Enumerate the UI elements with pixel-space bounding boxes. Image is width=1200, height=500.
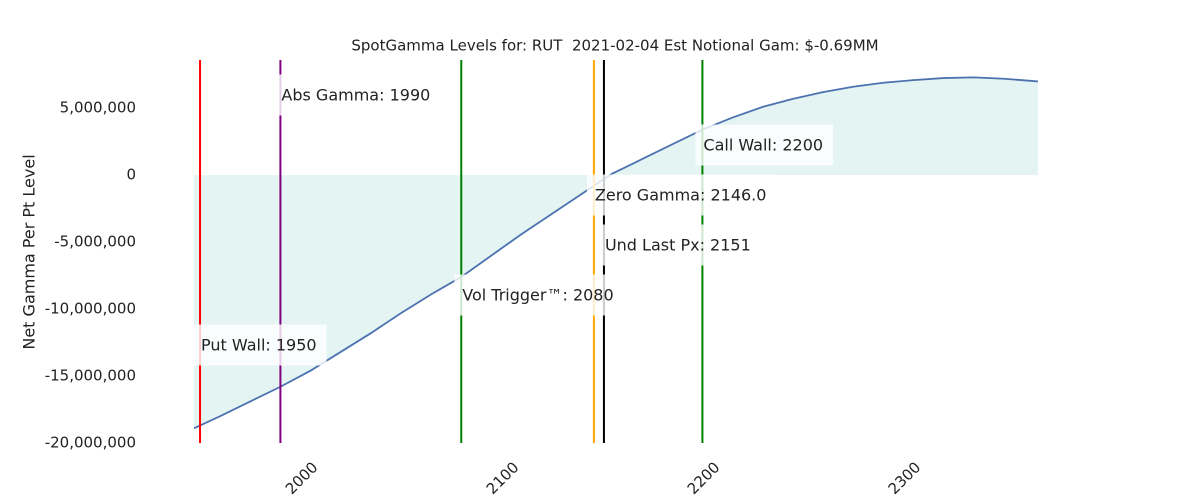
y-tick-label: -10,000,000 (45, 300, 136, 318)
label-background (586, 174, 777, 216)
y-tick-label: 5,000,000 (60, 99, 136, 117)
x-tick-label: 2300 (885, 458, 925, 498)
y-tick-label: -5,000,000 (54, 233, 136, 251)
y-tick-label: -20,000,000 (45, 434, 136, 452)
y-tick-label: -15,000,000 (45, 367, 136, 385)
level-label-group: Und Last Px: 2151 (596, 224, 761, 266)
y-tick-label: 0 (126, 166, 136, 184)
y-axis-label: Net Gamma Per Pt Level (20, 154, 39, 349)
level-label: Call Wall: 2200 (703, 136, 823, 155)
x-tick-label: 2100 (483, 458, 523, 498)
level-label-group: Zero Gamma: 2146.0 (586, 174, 777, 216)
label-background (273, 74, 441, 116)
level-label-group: Call Wall: 2200 (695, 124, 834, 166)
level-label: Vol Trigger™: 2080 (462, 286, 613, 305)
line (193, 76, 1039, 430)
level-label: Abs Gamma: 1990 (281, 86, 430, 105)
level-label: Put Wall: 1950 (201, 336, 317, 355)
x-tick-label: 2000 (282, 458, 322, 498)
level-label: Und Last Px: 2151 (605, 236, 751, 255)
label-background (454, 274, 624, 316)
label-background (193, 324, 327, 366)
label-background (695, 124, 834, 166)
chart-title: SpotGamma Levels for: RUT 2021-02-04 Est… (351, 37, 878, 55)
level-label-group: Vol Trigger™: 2080 (454, 274, 624, 316)
x-tick-label: 2200 (684, 458, 724, 498)
level-label-group: Abs Gamma: 1990 (273, 74, 441, 116)
label-background (596, 224, 761, 266)
level-label: Zero Gamma: 2146.0 (595, 186, 767, 205)
level-label-group: Put Wall: 1950 (193, 324, 327, 366)
